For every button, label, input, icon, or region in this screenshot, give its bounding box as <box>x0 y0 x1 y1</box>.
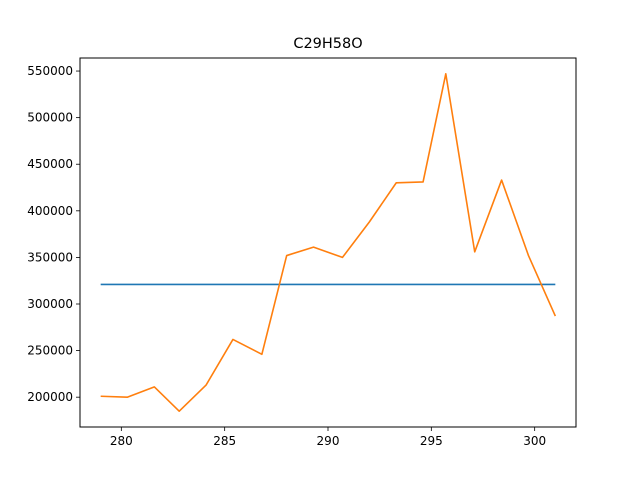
x-tick-label: 300 <box>523 434 546 448</box>
y-tick-label: 500000 <box>27 111 73 125</box>
x-tick-label: 295 <box>420 434 443 448</box>
x-tick-label: 285 <box>213 434 236 448</box>
plot-lines <box>100 73 557 412</box>
x-axis: 280 285 290 295 300 <box>110 427 546 448</box>
x-tick-label: 290 <box>317 434 340 448</box>
series-line-2 <box>100 73 557 412</box>
y-tick-label: 550000 <box>27 64 73 78</box>
x-tick-label: 280 <box>110 434 133 448</box>
y-axis: 200000 250000 300000 350000 400000 450000 5000… <box>27 64 80 404</box>
y-tick-label: 300000 <box>27 297 73 311</box>
y-tick-label: 350000 <box>27 250 73 264</box>
plot-frame <box>79 57 577 428</box>
y-tick-label: 250000 <box>27 344 73 358</box>
y-tick-label: 450000 <box>27 157 73 171</box>
y-tick-label: 400000 <box>27 204 73 218</box>
chart-title: C29H58O <box>293 36 362 52</box>
y-tick-label: 200000 <box>27 390 73 404</box>
